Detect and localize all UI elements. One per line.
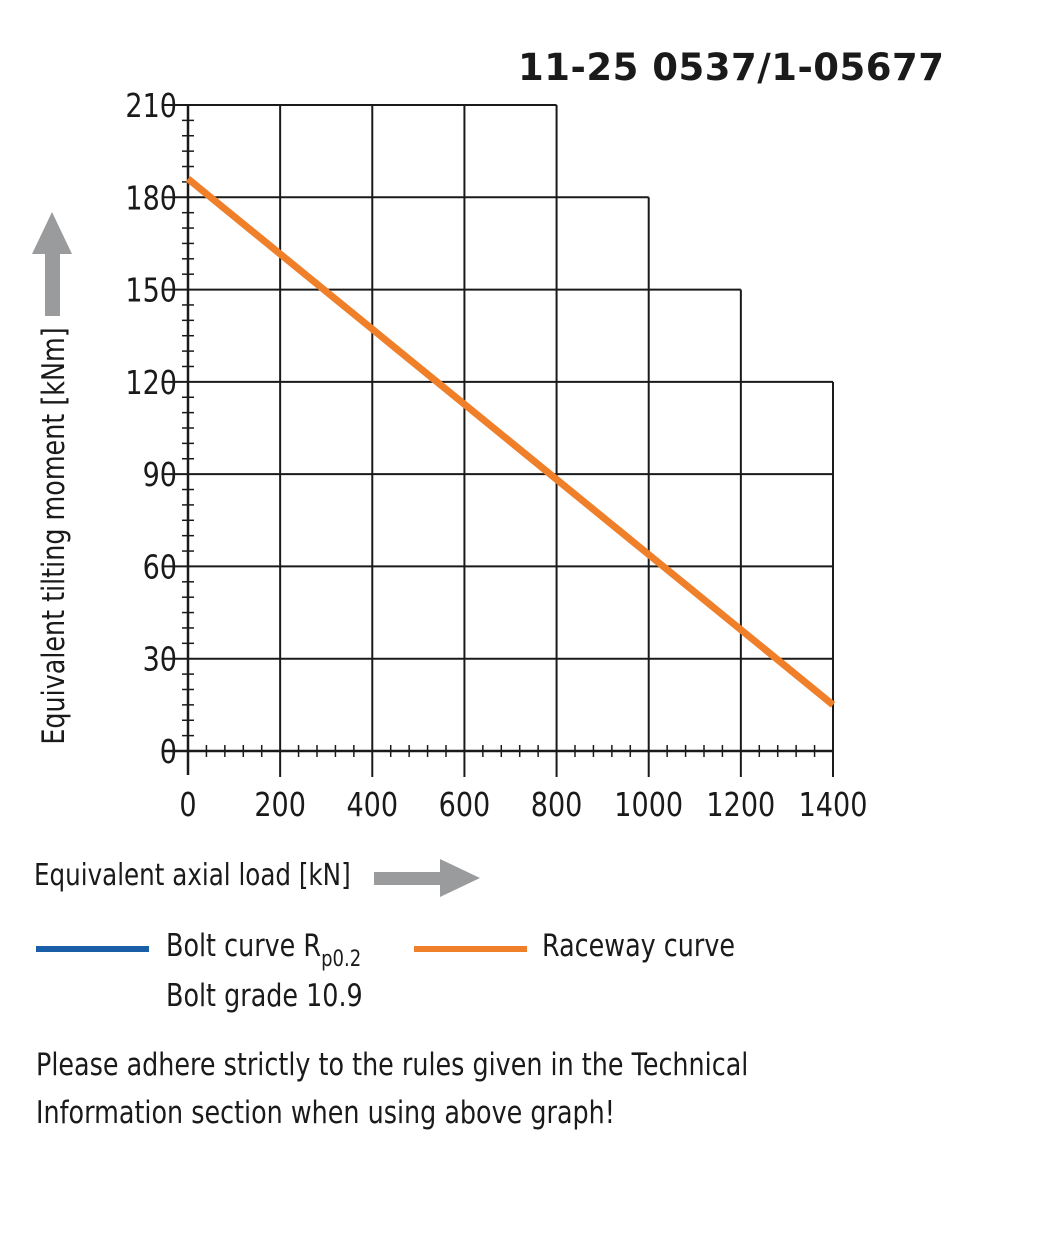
series-raceway-curve [185,176,836,708]
y-axis-arrow [32,212,72,316]
legend-bolt-line [36,946,149,952]
y-tick-label: 150 [125,272,177,310]
legend-bolt-text: Bolt curve Rp0.2 [166,928,361,972]
x-tick-label: 0 [179,786,196,824]
y-tick-label: 210 [125,87,177,125]
x-tick-label: 1200 [706,786,775,824]
legend-bolt-subscript: p0.2 [321,947,362,972]
x-tick-label: 1400 [799,786,868,824]
y-axis-label: Equivalent tilting moment [kNm] [36,327,72,744]
x-tick-label: 400 [346,786,398,824]
x-tick-label: 800 [531,786,583,824]
y-tick-label: 0 [160,733,177,771]
chart-title: 11-25 0537/1-05677 [518,46,945,89]
legend-bolt-label: Bolt curve R [166,928,322,964]
y-tick-label: 180 [125,180,177,218]
y-tick-label: 120 [125,364,177,402]
legend-bolt-grade: Bolt grade 10.9 [166,978,363,1014]
legend-raceway-line [414,946,527,952]
x-tick-label: 600 [439,786,491,824]
x-axis-label: Equivalent axial load [kN] [34,858,351,893]
legend-raceway-label: Raceway curve [542,928,736,964]
y-tick-label: 30 [143,641,177,679]
x-tick-label: 200 [254,786,306,824]
x-axis-label-wrap: Equivalent axial load [kN] [34,858,420,898]
x-tick-label: 1000 [614,786,683,824]
y-tick-label: 60 [143,549,177,587]
note-line-1: Please adhere strictly to the rules give… [36,1047,749,1083]
x-axis-arrow [374,859,480,897]
note-line-2: Information section when using above gra… [36,1095,615,1131]
y-tick-label: 90 [143,457,177,495]
